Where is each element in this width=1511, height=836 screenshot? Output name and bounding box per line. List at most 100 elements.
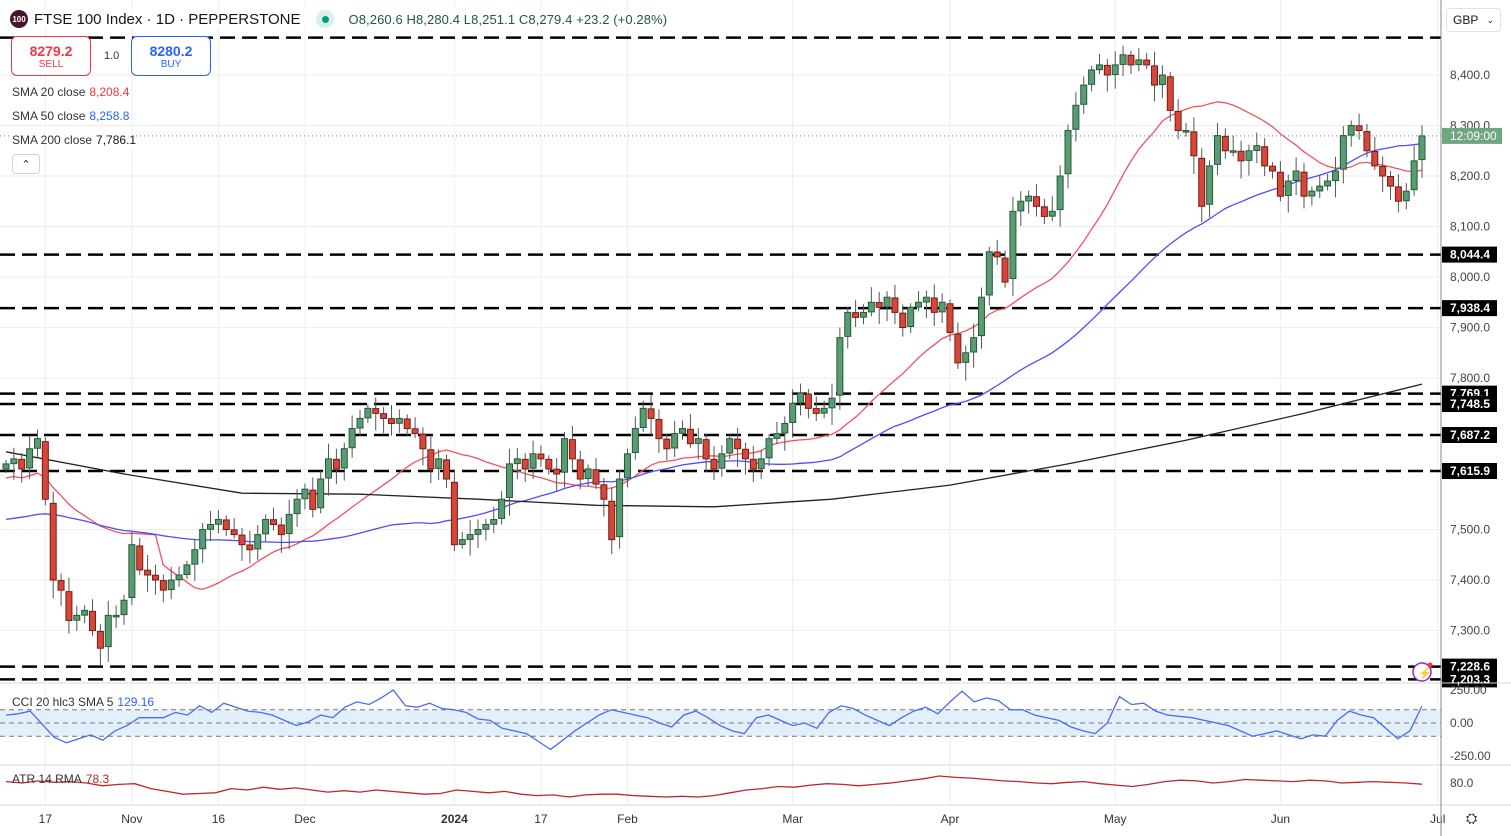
currency-select[interactable]: GBP ⌄ [1446, 8, 1501, 32]
candle-down [1143, 59, 1151, 66]
candle-down [1363, 131, 1371, 152]
candle-down [568, 439, 576, 460]
candle-up [364, 407, 372, 419]
quantity[interactable]: 1.0 [104, 50, 120, 62]
x-tick-label: Nov [121, 812, 142, 826]
candle-up [773, 433, 781, 439]
candle-down [1174, 110, 1182, 132]
candle-up [1292, 170, 1300, 182]
candle-up [175, 574, 183, 581]
candle-up [348, 428, 356, 449]
candle-up [820, 407, 828, 414]
candle-up [757, 458, 765, 469]
legend-value: 8,258.8 [89, 109, 130, 123]
legend-cci[interactable]: CCI 20 hlc3 SMA 5 129.16 [12, 695, 155, 709]
candle-up [285, 513, 293, 535]
candle-up [907, 306, 915, 328]
legend-atr[interactable]: ATR 14 RMA 78.3 [12, 772, 109, 786]
candle-up [765, 438, 773, 459]
legend-label: ATR 14 RMA [12, 772, 82, 786]
candle-up [482, 523, 490, 530]
candle-down [1379, 165, 1387, 177]
candle-down [1127, 54, 1135, 66]
candle-up [191, 549, 199, 565]
candle-up [395, 417, 403, 424]
collapse-legend-button[interactable]: ⌃ [12, 154, 40, 174]
candle-up [33, 438, 41, 449]
candle-down [1040, 206, 1048, 217]
horizontal-levels [0, 36, 1441, 681]
candle-down [1190, 131, 1198, 157]
level-price-label: 7,228.6 [1450, 660, 1490, 674]
candle-up [962, 352, 970, 363]
level-price-label: 7,687.2 [1450, 428, 1490, 442]
candle-down [804, 393, 812, 409]
sell-button[interactable]: 8279.2 SELL [11, 36, 91, 76]
candle-up [183, 564, 191, 575]
candle-down [655, 418, 663, 440]
level-price-label: 7,938.4 [1450, 301, 1490, 315]
level-price-label: 7,748.5 [1450, 397, 1490, 411]
level-price-tag [1442, 396, 1497, 413]
candle-down [246, 544, 254, 551]
candle-down [450, 481, 458, 546]
buy-price: 8280.2 [149, 42, 193, 59]
countdown-tag [1442, 127, 1502, 144]
candle-down [600, 484, 608, 500]
candle-up [301, 488, 309, 500]
candle-up [584, 468, 592, 480]
candle-down [372, 408, 380, 414]
candle-up [2, 463, 10, 470]
candle-up [694, 438, 702, 444]
candle-up [1017, 200, 1025, 212]
y-tick-label: 7,900.0 [1450, 321, 1490, 335]
candle-down [1371, 151, 1379, 167]
candle-up [1072, 104, 1080, 130]
candle-down [387, 418, 395, 424]
candle-up [883, 296, 891, 308]
candle-up [1009, 210, 1017, 280]
candle-up [513, 458, 521, 465]
candle-down [1387, 176, 1395, 187]
x-tick-label: Dec [294, 812, 315, 826]
candle-up [789, 402, 797, 423]
candle-up [1111, 64, 1119, 75]
candle-down [954, 333, 962, 364]
candle-up [1324, 180, 1332, 187]
candle-down [222, 519, 230, 531]
candle-up [781, 422, 789, 434]
symbol-header: 100 FTSE 100 Index · 1D · PEPPERSTONE O8… [10, 10, 668, 28]
settings-icon[interactable]: ⛭ [1466, 810, 1478, 826]
candle-up [836, 337, 844, 396]
candle-up [915, 301, 923, 308]
candle-down [1033, 196, 1041, 207]
candle-up [561, 438, 569, 473]
candle-up [214, 518, 222, 525]
candle-up [26, 448, 34, 469]
candle-down [812, 408, 820, 414]
candle-up [970, 337, 978, 353]
x-tick-label: Apr [941, 812, 960, 826]
buy-button[interactable]: 8280.2 BUY [131, 36, 211, 76]
candle-up [199, 529, 207, 550]
symbol-title[interactable]: FTSE 100 Index · 1D · PEPPERSTONE [34, 10, 301, 28]
candle-down [891, 297, 899, 313]
cci-pane [0, 689, 1441, 751]
candle-down [1221, 135, 1229, 152]
candle-down [1394, 186, 1402, 202]
legend-label: CCI 20 hlc3 SMA 5 [12, 695, 114, 709]
market-open-icon [316, 10, 335, 28]
candle-down [1001, 257, 1009, 283]
legend-sma200[interactable]: SMA 200 close 7,786.1 [12, 133, 137, 147]
candle-up [1213, 135, 1221, 165]
candle-down [309, 489, 317, 510]
legend-value: 129.16 [117, 695, 155, 709]
candle-down [592, 469, 600, 485]
legend-sma50[interactable]: SMA 50 close 8,258.8 [12, 109, 130, 123]
legend-sma20[interactable]: SMA 20 close 8,208.4 [12, 85, 130, 99]
candle-down [136, 545, 144, 571]
chevron-up-icon: ⌃ [21, 158, 31, 171]
x-tick-label: Jun [1271, 812, 1290, 826]
